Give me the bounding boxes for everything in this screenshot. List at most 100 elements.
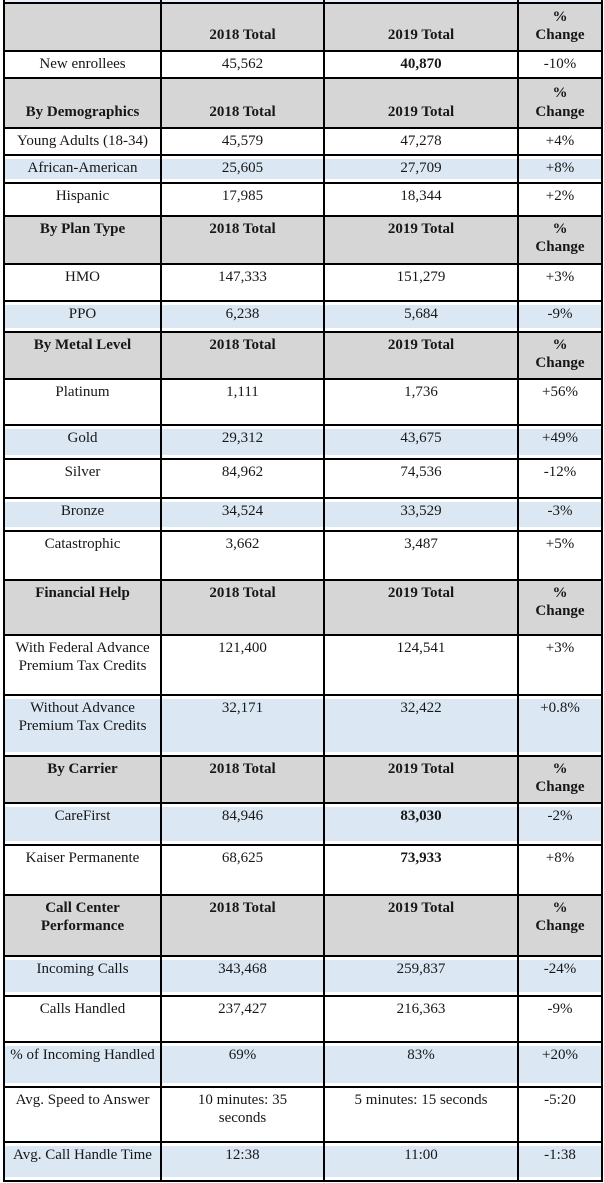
value-2018 [160, 0, 325, 4]
section-header-row-by-carrier: By Carrier 2018 Total 2019 Total% Change [3, 754, 603, 804]
section-title [3, 2, 162, 52]
value-2018: 45,579 [160, 126, 325, 156]
row-label: Avg. Call Handle Time [3, 1140, 162, 1182]
enrollment-report-table: 2018 Total 2019 Total% Change New enrollee… [3, 0, 603, 1182]
column-header-2018: 2018 Total [160, 330, 325, 380]
column-header-2018: 2018 Total [160, 2, 325, 52]
row-label: Young Adults (18-34) [3, 126, 162, 156]
value-pct-change: +2% [517, 181, 603, 217]
column-header-2019: 2019 Total [323, 2, 519, 52]
value-pct-change [517, 0, 603, 4]
row-label: PPO [3, 299, 162, 333]
value-2018: 17,985 [160, 181, 325, 217]
value-2018: 34,524 [160, 496, 325, 532]
data-row-platinum: Platinum 1,111 1,736 +56% [3, 377, 603, 426]
data-row-bronze: Bronze 34,524 33,529 -3% [3, 496, 603, 532]
row-label: Without Advance Premium Tax Credits [3, 693, 162, 757]
data-row-with-federal-advance-premium-tax-credits: With Federal Advance Premium Tax Credits… [3, 633, 603, 696]
value-2018: 45,562 [160, 50, 325, 79]
column-header-2018: 2018 Total [160, 754, 325, 804]
section-title: Call Center Performance [3, 893, 162, 957]
row-label: Bronze [3, 496, 162, 532]
table-body: 2018 Total 2019 Total% Change New enrollee… [3, 0, 603, 1182]
row-label: Hispanic [3, 181, 162, 217]
value-2018: 84,962 [160, 457, 325, 499]
section-title: By Metal Level [3, 330, 162, 380]
row-label: Platinum [3, 377, 162, 426]
column-header-pct-change: % Change [517, 893, 603, 957]
column-header-pct-change: % Change [517, 578, 603, 636]
data-row-hmo: HMO 147,333 151,279 +3% [3, 262, 603, 302]
value-pct-change: -3% [517, 496, 603, 532]
data-row-avg-speed-to-answer: Avg. Speed to Answer 10 minutes: 35 secon… [3, 1085, 603, 1143]
column-header-2018: 2018 Total [160, 893, 325, 957]
data-row-gold: Gold 29,312 43,675 +49% [3, 423, 603, 460]
row-label: Silver [3, 457, 162, 499]
value-pct-change: +8% [517, 843, 603, 896]
data-row-carefirst: CareFirst 84,946 83,030 -2% [3, 801, 603, 846]
value-pct-change: +5% [517, 529, 603, 581]
value-2019 [323, 0, 519, 4]
section-title: By Demographics [3, 76, 162, 129]
row-label: Gold [3, 423, 162, 460]
value-2019: 83,030 [323, 801, 519, 846]
section-header-row-by-metal-level: By Metal Level 2018 Total 2019 Total% Chan… [3, 330, 603, 380]
value-pct-change: +3% [517, 633, 603, 696]
value-2019: 18,344 [323, 181, 519, 217]
value-2018: 6,238 [160, 299, 325, 333]
value-2019: 40,870 [323, 50, 519, 79]
data-row-of-incoming-handled: % of Incoming Handled 69% 83% +20% [3, 1040, 603, 1088]
column-header-pct-change: % Change [517, 754, 603, 804]
column-header-pct-change: % Change [517, 214, 603, 265]
data-row-incoming-calls: Incoming Calls 343,468 259,837 -24% [3, 954, 603, 997]
column-header-2019: 2019 Total [323, 578, 519, 636]
column-header-2019: 2019 Total [323, 214, 519, 265]
value-2019: 5,684 [323, 299, 519, 333]
value-pct-change: -9% [517, 299, 603, 333]
section-header-row-financial-help: Financial Help 2018 Total 2019 Total% Chan… [3, 578, 603, 636]
value-2019: 47,278 [323, 126, 519, 156]
row-label: Kaiser Permanente [3, 843, 162, 896]
value-pct-change: -5:20 [517, 1085, 603, 1143]
data-row-avg-call-handle-time: Avg. Call Handle Time 12:38 11:00 -1:38 [3, 1140, 603, 1182]
column-header-2019: 2019 Total [323, 893, 519, 957]
value-2019: 43,675 [323, 423, 519, 460]
value-2018: 1,111 [160, 377, 325, 426]
row-label: % of Incoming Handled [3, 1040, 162, 1088]
row-label: Avg. Speed to Answer [3, 1085, 162, 1143]
value-2019: 5 minutes: 15 seconds [323, 1085, 519, 1143]
value-2019: 27,709 [323, 153, 519, 184]
column-header-2019: 2019 Total [323, 330, 519, 380]
section-title: By Plan Type [3, 214, 162, 265]
section-title: Financial Help [3, 578, 162, 636]
column-header-pct-change: % Change [517, 2, 603, 52]
section-header-row: 2018 Total 2019 Total% Change [3, 2, 603, 52]
section-header-row-by-demographics: By Demographics 2018 Total 2019 Total% Cha… [3, 76, 603, 129]
row-label [3, 0, 162, 4]
value-2019: 11:00 [323, 1140, 519, 1182]
data-row-calls-handled: Calls Handled 237,427 216,363 -9% [3, 994, 603, 1043]
value-2019: 33,529 [323, 496, 519, 532]
data-row-kaiser-permanente: Kaiser Permanente 68,625 73,933 +8% [3, 843, 603, 896]
data-row-african-american: African-American 25,605 27,709 +8% [3, 153, 603, 184]
value-2018: 25,605 [160, 153, 325, 184]
value-2019: 83% [323, 1040, 519, 1088]
value-2018: 32,171 [160, 693, 325, 757]
clipped-row-top [3, 0, 603, 4]
value-pct-change: -2% [517, 801, 603, 846]
value-pct-change: +3% [517, 262, 603, 302]
value-2019: 3,487 [323, 529, 519, 581]
column-header-2019: 2019 Total [323, 754, 519, 804]
value-2018: 121,400 [160, 633, 325, 696]
value-2019: 74,536 [323, 457, 519, 499]
value-2019: 32,422 [323, 693, 519, 757]
value-pct-change: -1:38 [517, 1140, 603, 1182]
value-2019: 259,837 [323, 954, 519, 997]
value-pct-change: -12% [517, 457, 603, 499]
data-row-hispanic: Hispanic 17,985 18,344 +2% [3, 181, 603, 217]
value-pct-change: +0.8% [517, 693, 603, 757]
section-header-row-call-center-performance: Call Center Performance 2018 Total 2019 To… [3, 893, 603, 957]
value-2018: 343,468 [160, 954, 325, 997]
value-2019: 1,736 [323, 377, 519, 426]
value-2018: 69% [160, 1040, 325, 1088]
